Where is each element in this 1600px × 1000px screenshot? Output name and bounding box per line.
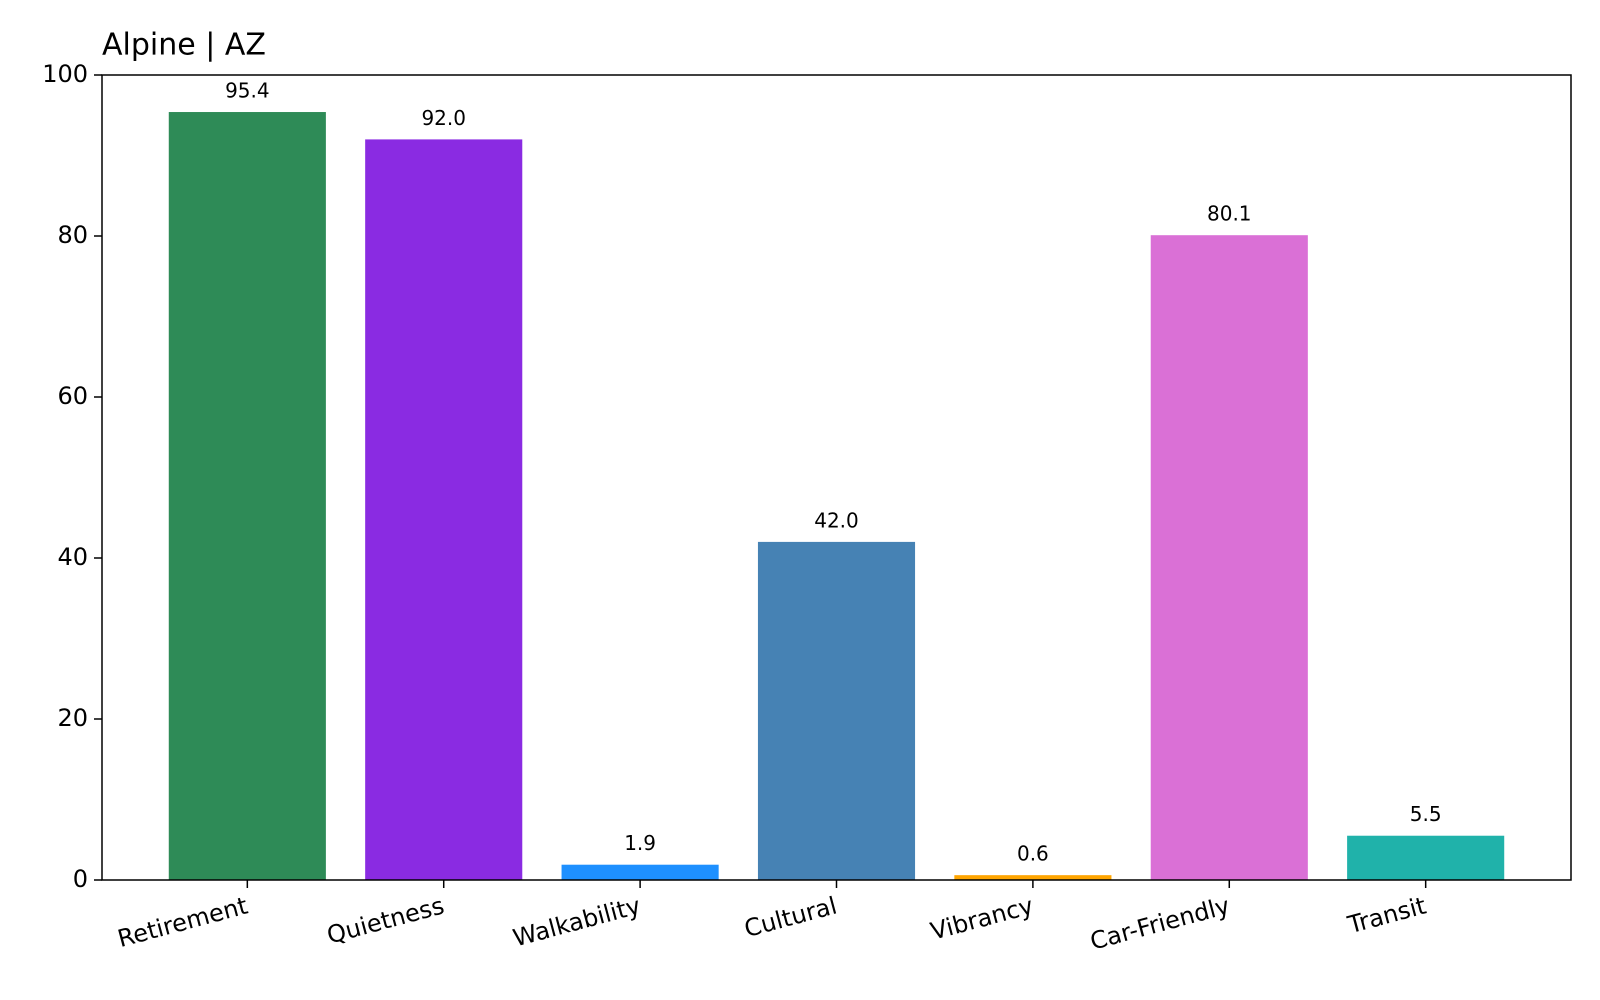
x-tick-label: Transit xyxy=(1344,892,1429,940)
bar xyxy=(168,112,326,880)
value-label: 1.9 xyxy=(624,831,656,855)
x-tick-label: Vibrancy xyxy=(928,892,1037,946)
value-label: 92.0 xyxy=(421,106,466,130)
value-label: 95.4 xyxy=(225,79,270,103)
value-label: 42.0 xyxy=(814,508,859,532)
x-tick-label: Quietness xyxy=(324,892,447,950)
bar xyxy=(1150,235,1308,880)
x-tick-label: Cultural xyxy=(741,892,840,944)
x-tick-label: Walkability xyxy=(510,892,643,953)
y-tick-label: 0 xyxy=(73,865,88,893)
x-tick-label: Retirement xyxy=(115,892,251,954)
chart-title: Alpine | AZ xyxy=(102,28,266,63)
bar xyxy=(1347,835,1505,880)
y-tick-label: 100 xyxy=(42,60,88,88)
y-tick-label: 40 xyxy=(57,543,88,571)
value-label: 0.6 xyxy=(1017,842,1049,866)
value-label: 5.5 xyxy=(1410,802,1442,826)
x-tick-label: Car-Friendly xyxy=(1087,892,1233,956)
bar xyxy=(365,139,523,880)
bar xyxy=(561,864,719,880)
bar xyxy=(954,875,1112,880)
y-tick-label: 80 xyxy=(57,221,88,249)
plot-frame xyxy=(101,74,1572,881)
value-label: 80.1 xyxy=(1207,202,1252,226)
y-tick-label: 60 xyxy=(57,382,88,410)
bar xyxy=(757,541,916,880)
y-tick-label: 20 xyxy=(57,704,88,732)
